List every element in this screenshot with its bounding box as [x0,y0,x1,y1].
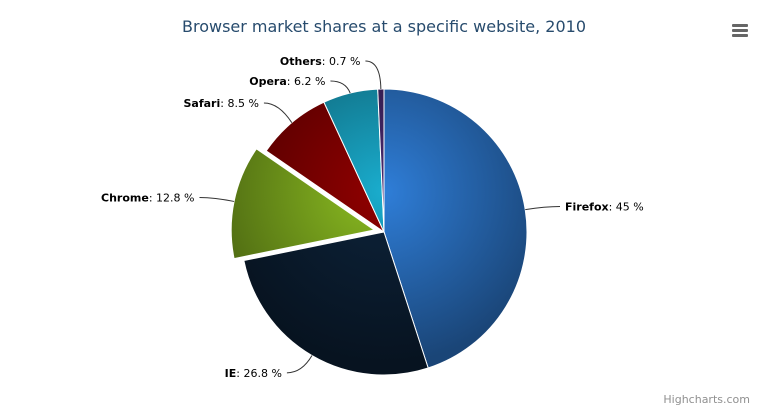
connector-firefox [525,206,560,211]
connector-chrome [199,196,235,202]
connector-others [365,60,382,90]
pie-slice-firefox[interactable] [383,88,528,369]
connector-ie [286,355,313,374]
data-label-chrome: Chrome: 12.8 % [101,191,194,204]
pie-slice-ie[interactable] [243,231,429,376]
data-label-opera: Opera: 6.2 % [249,75,325,88]
hamburger-menu-icon[interactable] [720,18,760,44]
data-label-firefox: Firefox: 45 % [565,201,644,214]
connector-safari [263,102,293,123]
connector-opera [330,80,351,94]
chart-title: Browser market shares at a specific webs… [182,17,586,36]
credits-link[interactable]: Highcharts.com [663,393,750,406]
data-label-safari: Safari: 8.5 % [184,97,259,110]
data-label-others: Others: 0.7 % [280,55,361,68]
pie-slice-others[interactable] [377,88,385,233]
data-label-ie: IE: 26.8 % [225,367,282,380]
